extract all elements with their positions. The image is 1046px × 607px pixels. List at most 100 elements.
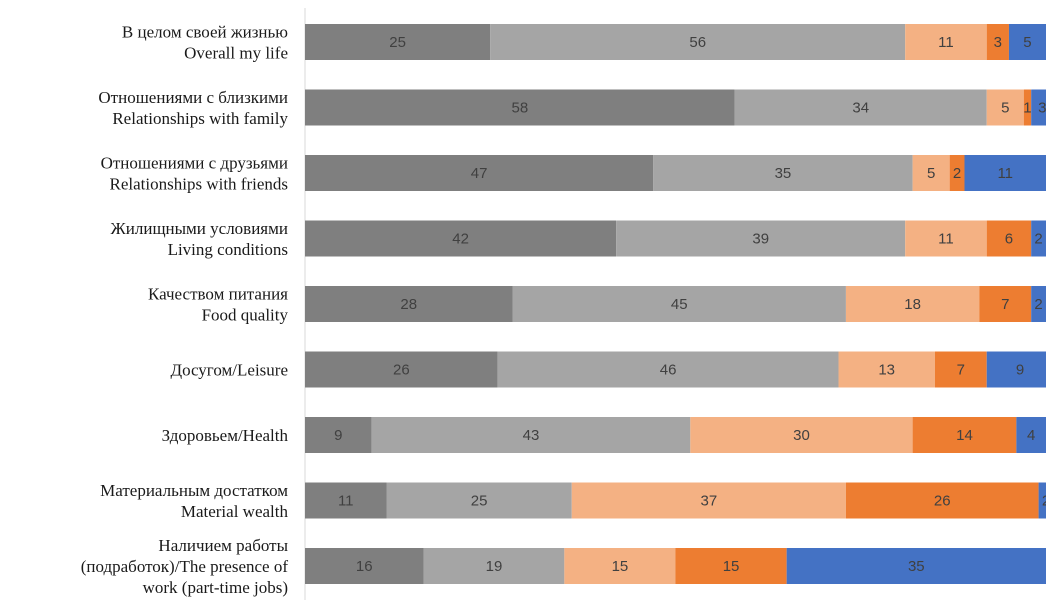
data-label: 2 — [1034, 296, 1042, 313]
category-label: Material wealth — [181, 502, 289, 521]
bar-segment — [1031, 220, 1046, 257]
bar-segment — [964, 155, 1046, 191]
category-label: Relationships with friends — [110, 175, 288, 194]
bar-segment — [986, 24, 1009, 60]
data-label: 11 — [338, 493, 354, 510]
data-label: 4 — [1027, 427, 1035, 444]
bar-segment — [690, 417, 913, 453]
data-label: 37 — [701, 493, 718, 510]
data-label: 11 — [938, 231, 954, 248]
data-label: 15 — [723, 558, 740, 575]
bar-segment — [571, 482, 846, 519]
bar-segment — [838, 351, 935, 388]
bar-segment — [912, 155, 950, 191]
data-label: 42 — [452, 231, 469, 248]
bar-segment — [512, 286, 846, 322]
data-label: 11 — [997, 165, 1013, 182]
category-label: Материальным достатком — [100, 481, 288, 500]
bar-segment — [1031, 286, 1046, 322]
bar-segment — [986, 220, 1032, 257]
data-label: 9 — [1016, 362, 1024, 379]
data-label: 35 — [775, 165, 792, 182]
data-label: 11 — [938, 34, 954, 51]
data-label: 30 — [793, 427, 810, 444]
data-label: 1 — [1023, 100, 1031, 117]
bar-segment — [305, 286, 513, 322]
data-label: 43 — [523, 427, 540, 444]
bar-segment — [1008, 24, 1046, 60]
category-label: В целом своей жизнью — [122, 23, 288, 42]
data-label: 9 — [334, 427, 342, 444]
bar-segment — [653, 155, 913, 191]
data-label: 2 — [953, 165, 961, 182]
category-label: Жилищными условиями — [111, 219, 288, 238]
category-label: Relationships with family — [112, 109, 288, 128]
category-label: work (part-time jobs) — [143, 578, 288, 597]
data-label: 35 — [908, 558, 925, 575]
bar-segment — [305, 548, 424, 584]
data-label: 13 — [878, 362, 895, 379]
bar-segment — [564, 548, 676, 584]
bar-segment — [490, 24, 906, 60]
category-label: Отношениями с друзьями — [101, 154, 288, 173]
data-label: 16 — [356, 558, 373, 575]
bar-segment — [371, 417, 691, 453]
data-label: 2 — [1042, 493, 1046, 510]
data-label: 34 — [852, 100, 869, 117]
data-label: 5 — [1001, 100, 1009, 117]
bar-segment — [616, 220, 906, 257]
category-label: Overall my life — [184, 44, 288, 63]
bar-segment — [986, 351, 1046, 388]
data-label: 25 — [389, 34, 406, 51]
data-label: 45 — [671, 296, 688, 313]
bar-segment — [305, 417, 372, 453]
data-label: 56 — [689, 34, 706, 51]
bar-segment — [305, 220, 617, 257]
bar-segment — [305, 24, 491, 60]
category-label: Качеством питания — [148, 285, 288, 304]
category-label: Отношениями с близкими — [98, 88, 288, 107]
data-label: 15 — [612, 558, 629, 575]
category-label: Food quality — [202, 306, 289, 325]
bar-segment — [905, 24, 987, 60]
data-label: 3 — [994, 34, 1002, 51]
bar-segment — [305, 155, 654, 191]
data-label: 19 — [486, 558, 503, 575]
category-label: Наличием работы — [158, 536, 288, 555]
bar-segment — [912, 417, 1017, 453]
bar-segment — [949, 155, 965, 191]
data-label: 6 — [1005, 231, 1013, 248]
bar-segment — [305, 482, 387, 519]
bar-segment — [905, 220, 987, 257]
data-label: 14 — [956, 427, 973, 444]
bar-segment — [845, 286, 980, 322]
data-label: 7 — [1001, 296, 1009, 313]
data-label: 46 — [660, 362, 677, 379]
category-label: Здоровьем/Health — [162, 426, 289, 445]
bar-segment — [979, 286, 1032, 322]
data-label: 26 — [934, 493, 951, 510]
data-label: 5 — [927, 165, 935, 182]
bar-segment — [675, 548, 787, 584]
data-label: 39 — [752, 231, 769, 248]
bar-segment — [1016, 417, 1046, 453]
bar-segment — [497, 351, 839, 388]
data-label: 2 — [1034, 231, 1042, 248]
data-label: 47 — [471, 165, 488, 182]
bar-segment — [734, 89, 987, 126]
bar-segment — [1031, 89, 1046, 126]
bar-segment — [423, 548, 565, 584]
data-label: 5 — [1023, 34, 1031, 51]
data-label: 28 — [400, 296, 417, 313]
bar-segment — [305, 89, 735, 126]
data-label: 3 — [1038, 100, 1046, 117]
data-label: 25 — [471, 493, 488, 510]
category-label: Досугом/Leisure — [170, 361, 288, 380]
bar-segment — [986, 89, 1024, 126]
bar-segment — [1023, 89, 1032, 126]
data-label: 7 — [957, 362, 965, 379]
bar-segment — [386, 482, 572, 519]
bar-segment — [305, 351, 498, 388]
bar-segment — [1038, 482, 1046, 519]
